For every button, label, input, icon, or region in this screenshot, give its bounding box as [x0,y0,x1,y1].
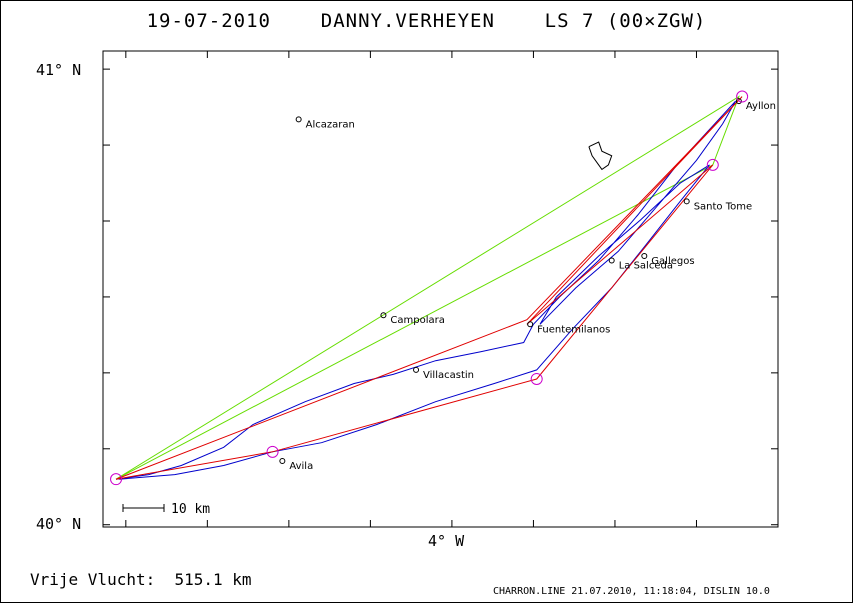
software-credit: CHARRON.LINE 21.07.2010, 11:18:04, DISLI… [493,586,770,597]
lat-top-label: 41° N [36,61,81,79]
town-label: Alcazaran [306,119,355,130]
reservoir-outline [588,141,613,171]
town-marker [279,457,286,464]
town-marker [527,321,534,328]
town-label: Ayllon [746,101,776,112]
distance-readout: Vrije Vlucht: 515.1 km [30,570,252,589]
turnpoint-marker [706,158,719,171]
turnpoint-marker [736,90,749,103]
scale-bar: 10 km [122,502,210,517]
axis-ticks [103,51,779,527]
turnpoint-marker [266,445,279,458]
lon-label: 4° W [428,532,465,550]
town-marker [380,312,387,319]
lat-bottom-label: 40° N [36,515,81,533]
flight-route-line [115,96,743,480]
turnpoint-markers [110,90,749,486]
town-marker [641,252,648,259]
turnpoint-marker [530,372,543,385]
town-label: Campolara [390,315,444,326]
town-label: La Salceda [619,261,673,272]
map-frame [102,50,779,528]
town-label: Gallegos [651,256,694,267]
town-label: Villacastin [423,370,474,381]
town-marker [295,116,302,123]
town-marker [735,98,742,105]
page-title: 19-07-2010 DANNY.VERHEYEN LS 7 (00×ZGW) [146,10,707,32]
town-marker [413,366,420,373]
declared-route-line [115,95,740,480]
scale-bar-label: 10 km [171,502,210,517]
town-marker [683,198,690,205]
town-label: Fuentemilanos [537,324,610,335]
town-label: Santo Tome [694,201,752,212]
town-marker [608,257,615,264]
town-label: Avila [289,461,313,472]
turnpoint-marker [110,473,123,486]
